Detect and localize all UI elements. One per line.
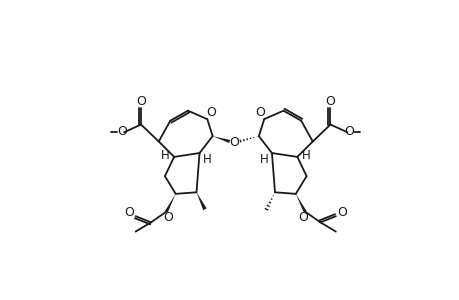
Text: O: O: [206, 106, 216, 119]
Text: O: O: [229, 136, 239, 149]
Polygon shape: [165, 194, 175, 212]
Text: H: H: [160, 149, 169, 162]
Polygon shape: [196, 192, 206, 210]
Text: O: O: [298, 211, 308, 224]
Polygon shape: [212, 136, 230, 143]
Text: O: O: [162, 211, 173, 224]
Text: O: O: [325, 95, 335, 108]
Text: O: O: [255, 106, 265, 119]
Text: O: O: [343, 125, 353, 138]
Text: O: O: [136, 95, 146, 108]
Text: O: O: [124, 206, 134, 219]
Text: H: H: [259, 153, 268, 166]
Polygon shape: [295, 194, 306, 212]
Text: H: H: [302, 149, 310, 162]
Text: O: O: [336, 206, 346, 219]
Text: H: H: [202, 153, 211, 166]
Text: O: O: [118, 125, 127, 138]
